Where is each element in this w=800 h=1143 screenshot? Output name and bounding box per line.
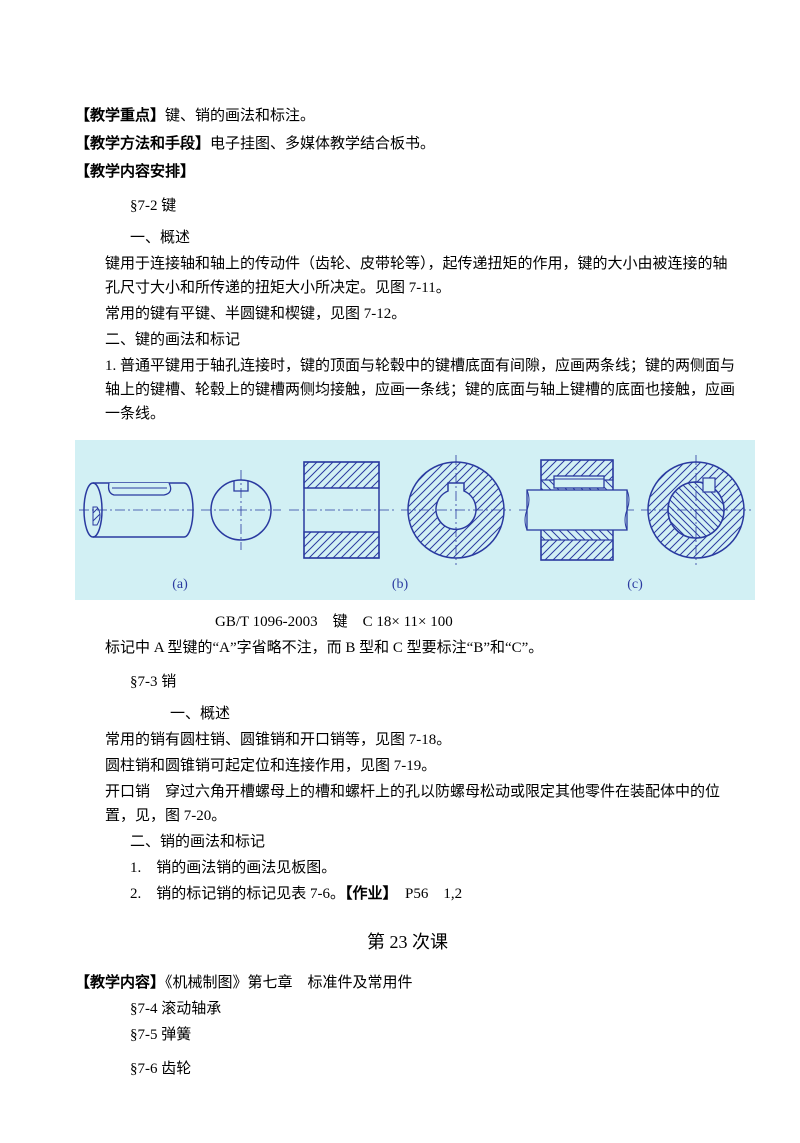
teaching-focus-line: 【教学重点】键、销的画法和标注。 [75, 104, 740, 128]
para-72-3: 1. 普通平键用于轴孔连接时，键的顶面与轮毂中的键槽底面有间隙，应画两条线；键的… [75, 354, 740, 426]
fig-label-c: (c) [523, 574, 748, 596]
teaching-method-label: 【教学方法和手段】 [75, 136, 210, 152]
teaching-content-23-text: 《机械制图》第七章 标准件及常用件 [165, 975, 413, 991]
standard-note: 标记中 A 型键的“A”字省略不注，而 B 型和 C 型要标注“B”和“C”。 [75, 636, 740, 660]
para-73-5: 2. 销的标记销的标记见表 7-6。【作业】 P56 1,2 [75, 882, 740, 906]
teaching-content-label: 【教学内容安排】 [75, 160, 740, 184]
para-73-2: 圆柱销和圆锥销可起定位和连接作用，见图 7-19。 [75, 754, 740, 778]
para-73-5-text: 2. 销的标记销的标记见表 7-6。 [130, 886, 345, 902]
homework-label: 【作业】 [345, 886, 390, 902]
diagram-c-end [641, 450, 751, 570]
standard-code-line: GB/T 1096-2003 键 C 18× 11× 100 [75, 610, 740, 634]
para-73-4: 1. 销的画法销的画法见板图。 [75, 856, 740, 880]
subhead-overview-72: 一、概述 [75, 226, 740, 250]
figure-row [75, 450, 755, 570]
para-72-2: 常用的键有平键、半圆键和楔键，见图 7-12。 [75, 302, 740, 326]
teaching-method-line: 【教学方法和手段】电子挂图、多媒体教学结合板书。 [75, 132, 740, 156]
diagram-b-section [289, 450, 394, 570]
para-72-1: 键用于连接轴和轴上的传动件（齿轮、皮带轮等），起传递扭矩的作用，键的大小由被连接… [75, 252, 740, 300]
subhead-overview-73: 一、概述 [75, 702, 740, 726]
para-73-3: 开口销 穿过六角开槽螺母上的槽和螺杆上的孔以防螺母松动或限定其他零件在装配体中的… [75, 780, 740, 828]
lesson-23-title: 第 23 次课 [75, 928, 740, 957]
figure-7-12: (a) (b) (c) [75, 440, 755, 600]
fig-label-b: (b) [293, 574, 508, 596]
item-7-4: §7-4 滚动轴承 [75, 997, 740, 1021]
para-73-1: 常用的销有圆柱销、圆锥销和开口销等，见图 7-18。 [75, 728, 740, 752]
subhead-drawing-73: 二、销的画法和标记 [75, 830, 740, 854]
section-7-3-title: §7-3 销 [75, 670, 740, 694]
diagram-b-end [401, 450, 511, 570]
teaching-method-text: 电子挂图、多媒体教学结合板书。 [210, 136, 435, 152]
teaching-content-23: 【教学内容】《机械制图》第七章 标准件及常用件 [75, 971, 740, 995]
diagram-c-section [519, 450, 634, 570]
section-7-2-title: §7-2 键 [75, 194, 740, 218]
diagram-a-shaft [79, 455, 194, 565]
teaching-focus-label: 【教学重点】 [75, 108, 165, 124]
item-7-6: §7-6 齿轮 [75, 1057, 740, 1081]
diagram-a-end [201, 455, 281, 565]
teaching-focus-text: 键、销的画法和标注。 [165, 108, 315, 124]
document-page: 【教学重点】键、销的画法和标注。 【教学方法和手段】电子挂图、多媒体教学结合板书… [0, 0, 800, 1143]
figure-labels-row: (a) (b) (c) [75, 574, 755, 596]
homework-text: P56 1,2 [390, 886, 462, 902]
subhead-drawing-72: 二、键的画法和标记 [75, 328, 740, 352]
teaching-content-23-label: 【教学内容】 [75, 975, 165, 991]
fig-label-a: (a) [83, 574, 278, 596]
item-7-5: §7-5 弹簧 [75, 1023, 740, 1047]
